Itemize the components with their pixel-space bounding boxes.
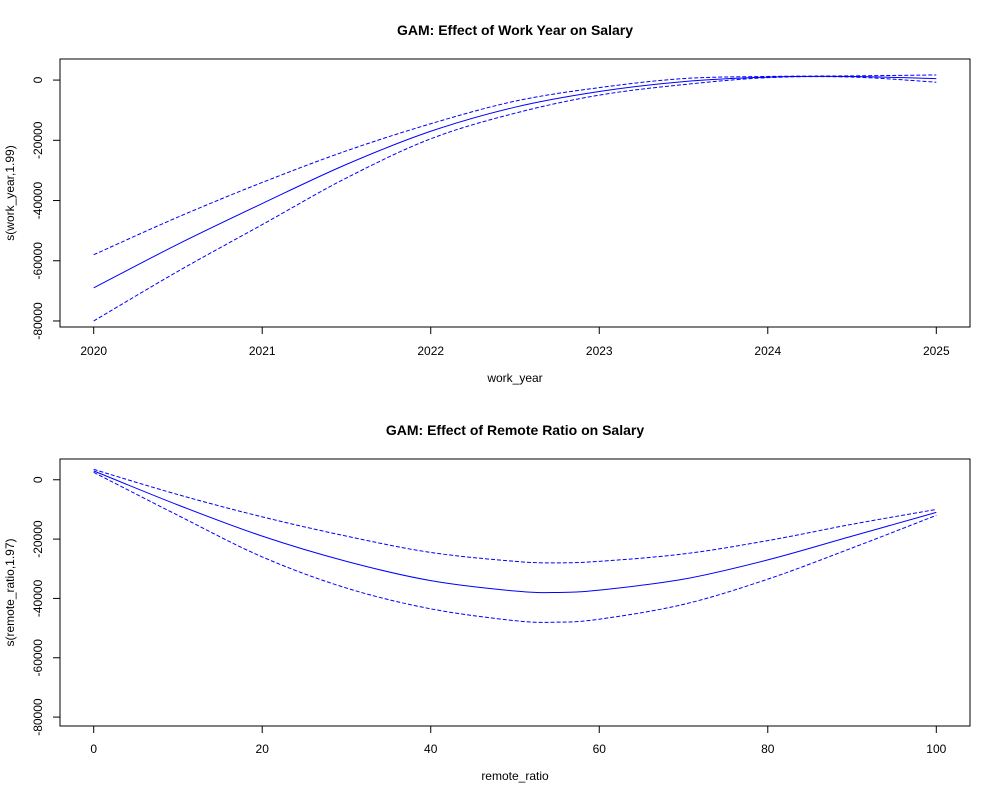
panel-2-x-tick-label-0: 0 (90, 742, 97, 756)
panel-1-y-tick-label-2: -40000 (31, 182, 45, 220)
panel-1-plot-frame (59, 58, 971, 328)
panel-2-x-tick-label-2: 40 (424, 742, 438, 756)
panel-2-x-tick-label-1: 20 (256, 742, 270, 756)
panel-1-y-tick-label-3: -60000 (31, 242, 45, 280)
panel-2-x-tick-label-4: 80 (761, 742, 775, 756)
panel-1-x-tick-label-4: 2024 (754, 344, 781, 358)
panel-1-upper-line (93, 74, 937, 256)
panel-1-x-tick-label-0: 2020 (80, 344, 107, 358)
panel-1-x-tick-label-5: 2025 (923, 344, 950, 358)
panel-1-fit-line (93, 75, 937, 289)
panel-1-y-tick-label-0: 0 (31, 76, 45, 83)
panel-1-x-tick-label-3: 2023 (586, 344, 613, 358)
panel-2-y-tick-label-3: -60000 (31, 639, 45, 677)
panel-2-x-tick-label-5: 100 (926, 742, 946, 756)
panel-2-x-tick-label-3: 60 (593, 742, 607, 756)
panel-1-y-tick-label-1: -20000 (31, 121, 45, 159)
panel-1-lower-line (93, 76, 937, 322)
panel-2-x-axis-label: remote_ratio (481, 769, 549, 783)
panel-2-y-tick-label-4: -80000 (31, 698, 45, 736)
panel-1-y-axis-label: s(work_year,1.99) (3, 145, 17, 240)
panel-1-x-tick-label-2: 2022 (417, 344, 444, 358)
panel-2-title: GAM: Effect of Remote Ratio on Salary (386, 422, 644, 438)
panel-1-title: GAM: Effect of Work Year on Salary (397, 22, 633, 38)
panel-2-fit-line (93, 470, 937, 594)
panel-2-y-axis-label: s(remote_ratio,1.97) (3, 538, 17, 646)
panel-1-y-tick-label-4: -80000 (31, 302, 45, 340)
panel-2-lower-line (93, 471, 937, 623)
panel-2-plot-frame (59, 458, 971, 727)
panel-1-x-tick-label-1: 2021 (249, 344, 276, 358)
panel-2-y-tick-label-1: -20000 (31, 520, 45, 558)
panel-2-y-tick-label-2: -40000 (31, 579, 45, 617)
panel-2-y-tick-label-0: 0 (31, 476, 45, 483)
panel-2-upper-line (93, 468, 937, 564)
panel-1-x-axis-label: work_year (486, 371, 542, 385)
